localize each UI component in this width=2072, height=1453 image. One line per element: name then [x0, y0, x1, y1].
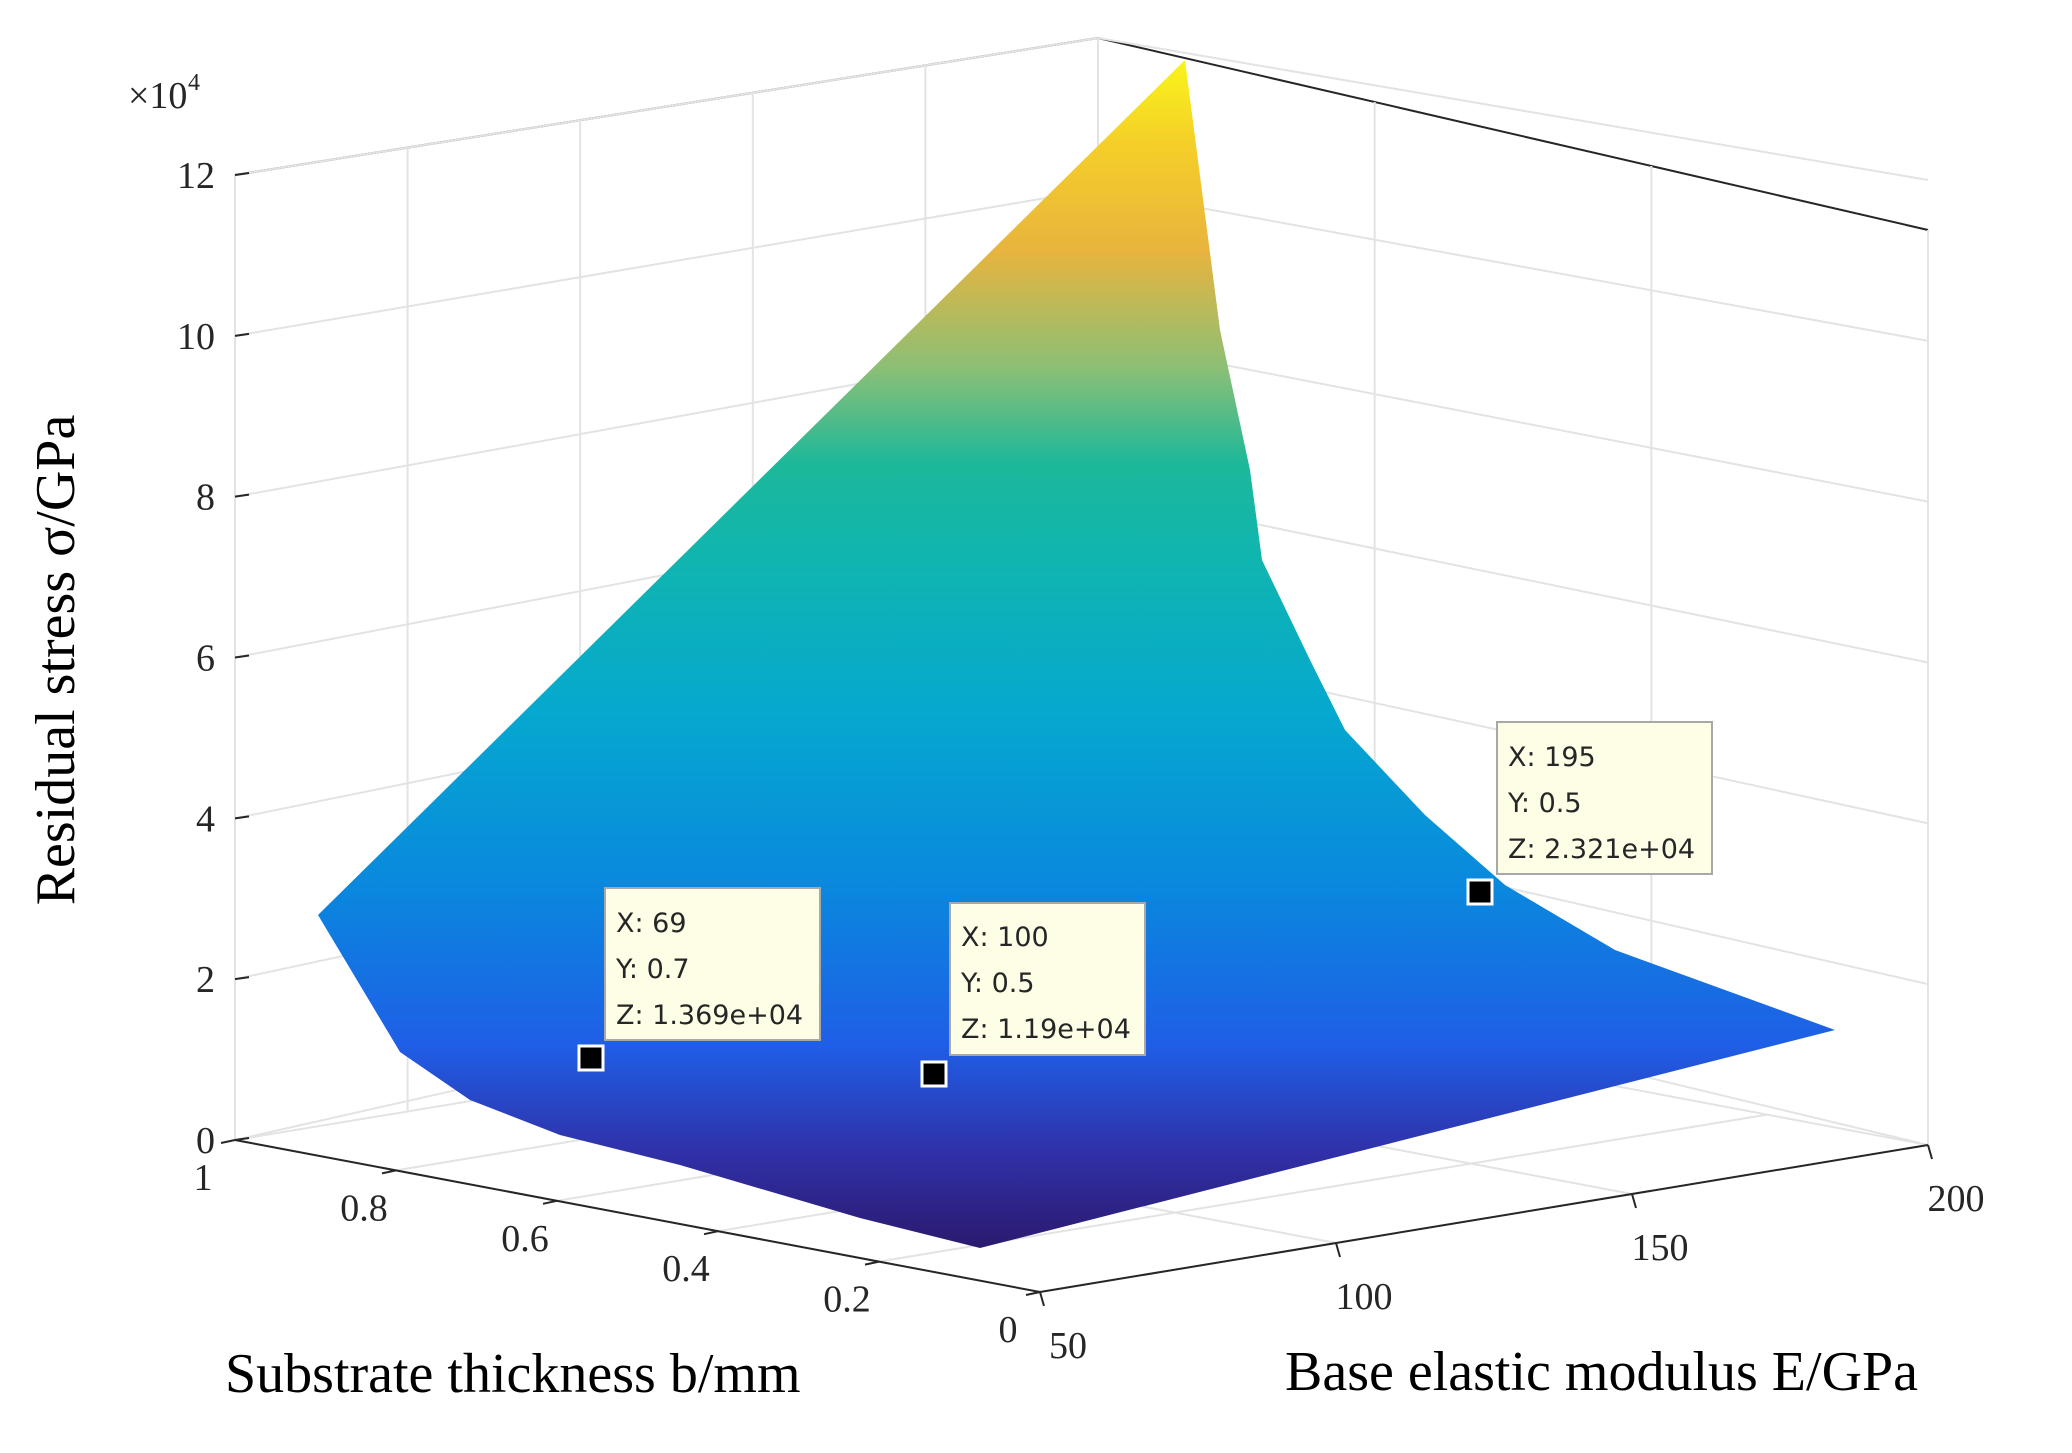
x-tick-mark-1 [1335, 1242, 1341, 1258]
z-tick-mark-0 [234, 1137, 250, 1141]
z-exponent: ×10 4 [128, 70, 200, 117]
datatip-1[interactable]: X: 69 Y: 0.7 Z: 1.369e+04 [577, 887, 821, 1072]
y-tick-label-1: 0.2 [823, 1279, 871, 1321]
z-tick-label-4: 8 [196, 477, 215, 519]
z-exponent-power: 4 [188, 70, 200, 96]
datatip-3-marker[interactable] [1466, 878, 1494, 906]
x-tick-label-3: 200 [1928, 1178, 1985, 1220]
y-tick-mark-4 [381, 1169, 397, 1175]
datatip-2[interactable]: X: 100 Y: 0.5 Z: 1.19e+04 [920, 902, 1146, 1088]
z-tick-label-0: 0 [196, 1120, 215, 1162]
datatip-1-y: Y: 0.7 [615, 954, 690, 985]
datatip-3[interactable]: X: 195 Y: 0.5 Z: 2.321e+04 [1466, 721, 1713, 906]
y-tick-label-4: 0.8 [340, 1187, 388, 1229]
z-tick-mark-1 [234, 976, 250, 981]
datatip-1-box [604, 887, 821, 1041]
y-tick-mark-1 [864, 1260, 880, 1266]
z-exponent-base: ×10 [128, 75, 187, 117]
y-tick-label-2: 0.4 [662, 1248, 710, 1290]
x-tick-label-2: 150 [1632, 1227, 1689, 1269]
x-axis-ticks: 50 100 150 200 [1039, 1144, 1985, 1367]
datatip-2-box [949, 902, 1146, 1056]
datatips: X: 69 Y: 0.7 Z: 1.369e+04 X: 100 Y: 0.5 … [577, 721, 1713, 1088]
y-tick-label-5: 1 [194, 1157, 213, 1199]
datatip-2-x: X: 100 [961, 922, 1049, 953]
datatip-2-y: Y: 0.5 [960, 968, 1035, 999]
datatip-1-marker[interactable] [577, 1044, 605, 1072]
y-tick-mark-5 [220, 1139, 236, 1144]
x-tick-label-1: 100 [1336, 1276, 1393, 1318]
datatip-3-y: Y: 0.5 [1507, 788, 1582, 819]
x-tick-mark-0 [1039, 1291, 1045, 1307]
x-tick-label-0: 50 [1049, 1325, 1087, 1367]
y-tick-mark-0 [1025, 1291, 1041, 1296]
z-tick-label-6: 12 [177, 155, 215, 197]
x-axis-label: Base elastic modulus E/GPa [1285, 1341, 1918, 1403]
axis-lines [234, 1139, 1929, 1293]
z-tick-label-2: 4 [196, 798, 215, 840]
z-tick-label-3: 6 [196, 638, 215, 680]
y-tick-label-0: 0 [999, 1309, 1018, 1351]
y-axis-label: Substrate thickness b/mm [225, 1343, 801, 1405]
z-tick-mark-2 [234, 815, 250, 820]
z-tick-mark-3 [234, 654, 250, 659]
datatip-3-z: Z: 2.321e+04 [1508, 834, 1695, 865]
z-tick-mark-5 [234, 332, 250, 337]
datatip-3-box [1496, 721, 1713, 875]
y-tick-mark-2 [703, 1230, 719, 1236]
z-axis-ticks: 0 2 4 6 8 10 12 [177, 155, 250, 1162]
z-gridline-6 [234, 36, 1929, 181]
z-tick-mark-4 [234, 493, 250, 498]
z-tick-label-1: 2 [196, 959, 215, 1001]
datatip-1-z: Z: 1.369e+04 [616, 1000, 803, 1031]
z-tick-label-5: 10 [177, 316, 215, 358]
datatip-3-x: X: 195 [1508, 742, 1596, 773]
datatip-2-marker[interactable] [920, 1060, 948, 1088]
datatip-2-z: Z: 1.19e+04 [961, 1014, 1131, 1045]
z-tick-mark-6 [234, 172, 250, 176]
y-tick-mark-3 [542, 1199, 558, 1205]
y-axis-ticks: 0 0.2 0.4 0.6 0.8 1 [194, 1139, 1041, 1351]
y-tick-label-3: 0.6 [501, 1218, 549, 1260]
y-floor-gridline-1 [878, 1113, 1768, 1263]
x-tick-mark-3 [1927, 1144, 1933, 1160]
x-tick-mark-2 [1631, 1193, 1637, 1209]
surface-plot [318, 60, 1835, 1248]
z-axis-label: Residual stress σ/GPa [25, 415, 87, 906]
datatip-1-x: X: 69 [616, 908, 687, 939]
